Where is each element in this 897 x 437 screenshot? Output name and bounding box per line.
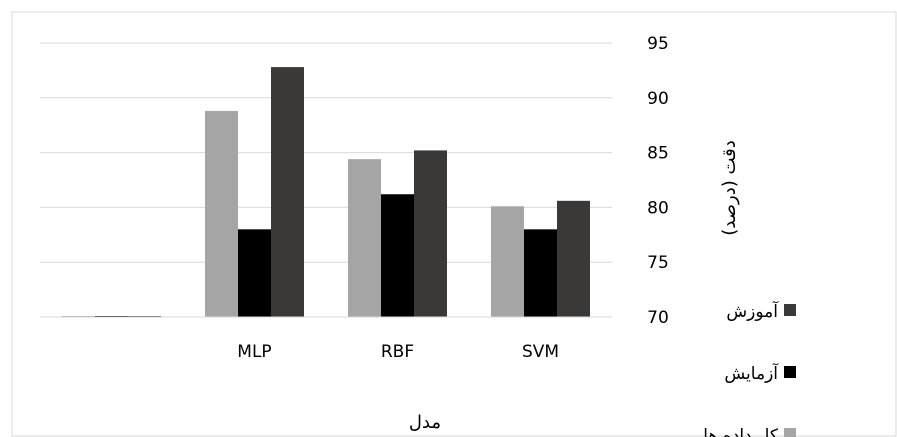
x-category-label: MLP — [237, 342, 271, 362]
legend-label: کل داده ها — [703, 426, 779, 437]
y-tick-label: 80 — [647, 198, 669, 218]
bar-1-3 — [348, 159, 381, 317]
bar-2-2 — [238, 229, 271, 317]
y-tick-label: 95 — [647, 34, 669, 54]
x-axis-title: مدل — [409, 412, 441, 433]
x-category-label: SVM — [522, 342, 559, 362]
bar-3-2 — [271, 67, 304, 317]
legend-label: آزمایش — [724, 362, 779, 384]
y-tick-label: 90 — [647, 89, 669, 109]
bars — [62, 67, 590, 318]
bar-3-3 — [414, 150, 447, 317]
y-tick-label: 75 — [647, 253, 669, 273]
legend: آموزش آزمایش کل داده ها — [703, 300, 796, 437]
x-category-label: RBF — [381, 342, 414, 362]
bar-1-2 — [205, 110, 238, 318]
bar-2-3 — [381, 194, 414, 317]
bar-1-4 — [491, 206, 524, 317]
bar-3-4 — [557, 200, 590, 317]
chart-frame — [11, 11, 897, 437]
legend-swatch — [784, 428, 796, 437]
legend-swatch — [784, 366, 796, 378]
y-tick-label: 70 — [647, 308, 669, 328]
x-category-labels: MLP RBF SVM — [237, 342, 559, 362]
legend-label: آموزش — [726, 300, 779, 322]
bar-2-4 — [524, 229, 557, 317]
y-tick-label: 85 — [647, 144, 669, 164]
legend-swatch — [784, 304, 796, 316]
y-axis-title: دقت (درصد) — [719, 140, 740, 236]
y-tick-labels: 70 75 80 85 90 95 — [647, 34, 669, 328]
